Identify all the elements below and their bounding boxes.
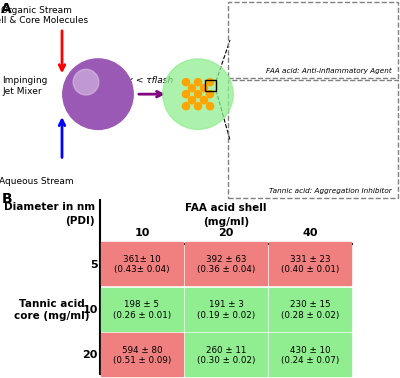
Text: B: B — [2, 192, 13, 206]
Circle shape — [73, 69, 99, 95]
Text: 361± 10
(0.43± 0.04): 361± 10 (0.43± 0.04) — [114, 255, 170, 274]
Text: Aqueous Stream: Aqueous Stream — [0, 177, 73, 186]
Circle shape — [182, 102, 190, 110]
Circle shape — [188, 85, 196, 92]
Circle shape — [206, 79, 214, 86]
Text: 20: 20 — [218, 228, 234, 238]
Circle shape — [63, 59, 133, 129]
Circle shape — [194, 102, 202, 110]
Text: 331 ± 23
(0.40 ± 0.01): 331 ± 23 (0.40 ± 0.01) — [281, 255, 339, 274]
FancyBboxPatch shape — [269, 333, 351, 376]
Circle shape — [163, 59, 233, 129]
Text: A: A — [1, 2, 12, 16]
Circle shape — [194, 79, 202, 86]
Text: 230 ± 15
(0.28 ± 0.02): 230 ± 15 (0.28 ± 0.02) — [281, 300, 339, 320]
FancyBboxPatch shape — [185, 288, 267, 331]
Text: 594 ± 80
(0.51 ± 0.09): 594 ± 80 (0.51 ± 0.09) — [113, 345, 171, 365]
Text: τmix < τflash: τmix < τflash — [111, 76, 173, 85]
FancyBboxPatch shape — [185, 333, 267, 376]
Text: FAA acid: Anti-inflammatory Agent: FAA acid: Anti-inflammatory Agent — [266, 68, 392, 74]
Circle shape — [200, 85, 208, 92]
FancyBboxPatch shape — [269, 242, 351, 285]
Text: 40: 40 — [302, 228, 318, 238]
Text: 10: 10 — [82, 305, 98, 315]
Text: Tannic acid
core (mg/ml): Tannic acid core (mg/ml) — [14, 299, 90, 321]
Circle shape — [206, 102, 214, 110]
Text: 430 ± 10
(0.24 ± 0.07): 430 ± 10 (0.24 ± 0.07) — [281, 345, 339, 365]
Text: Impinging
Jet Mixer: Impinging Jet Mixer — [2, 76, 47, 96]
FancyBboxPatch shape — [101, 333, 183, 376]
Text: Diameter in nm: Diameter in nm — [4, 202, 95, 212]
Circle shape — [200, 96, 208, 104]
FancyBboxPatch shape — [185, 242, 267, 285]
Circle shape — [194, 91, 202, 98]
Circle shape — [182, 91, 190, 98]
Text: 392 ± 63
(0.36 ± 0.04): 392 ± 63 (0.36 ± 0.04) — [197, 255, 255, 274]
Text: 198 ± 5
(0.26 ± 0.01): 198 ± 5 (0.26 ± 0.01) — [113, 300, 171, 320]
Text: 191 ± 3
(0.19 ± 0.02): 191 ± 3 (0.19 ± 0.02) — [197, 300, 255, 320]
Text: FAA acid shell: FAA acid shell — [185, 203, 267, 213]
Text: 10: 10 — [134, 228, 150, 238]
FancyBboxPatch shape — [269, 288, 351, 331]
Circle shape — [206, 91, 214, 98]
Text: Tannic acid: Aggregation Inhibitor: Tannic acid: Aggregation Inhibitor — [269, 188, 392, 194]
Text: (mg/ml): (mg/ml) — [203, 217, 249, 227]
Text: 260 ± 11
(0.30 ± 0.02): 260 ± 11 (0.30 ± 0.02) — [197, 345, 255, 365]
Text: 20: 20 — [82, 350, 98, 360]
Circle shape — [188, 96, 196, 104]
FancyBboxPatch shape — [101, 242, 183, 285]
FancyBboxPatch shape — [101, 288, 183, 331]
Text: 5: 5 — [90, 260, 98, 270]
Text: Organic Stream
Shell & Core Molecules: Organic Stream Shell & Core Molecules — [0, 6, 88, 25]
Circle shape — [182, 79, 190, 86]
Text: (PDI): (PDI) — [66, 216, 95, 226]
